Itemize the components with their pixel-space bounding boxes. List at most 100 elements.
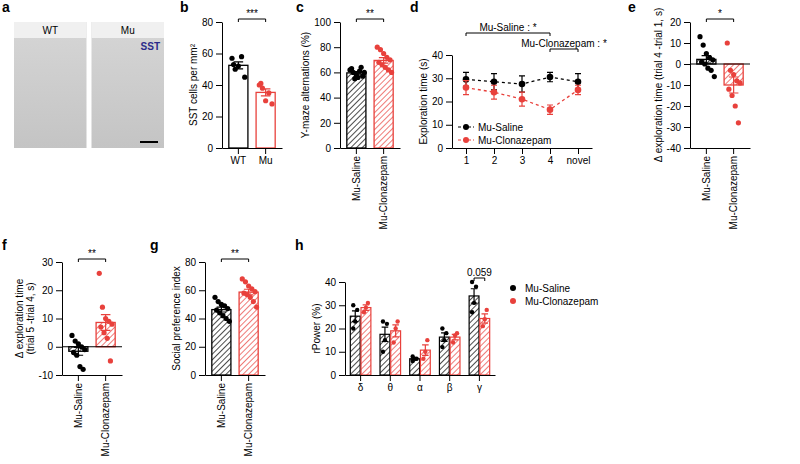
y-tick: 0 xyxy=(330,370,345,381)
zero-line xyxy=(62,346,122,347)
y-tick: 0 xyxy=(675,59,690,70)
y-tick-mark xyxy=(446,148,452,149)
x-tick: β xyxy=(447,375,453,393)
x-axis: WTMu xyxy=(223,148,283,166)
y-tick-label: -40 xyxy=(667,143,682,154)
y-axis-title: Y-maze alternations (%) xyxy=(300,32,311,138)
bar xyxy=(469,296,479,375)
legend-label: Mu-Saline xyxy=(525,283,570,294)
error-bar xyxy=(261,89,271,96)
x-tick-label: 4 xyxy=(548,155,554,166)
x-tick: 2 xyxy=(492,148,498,166)
y-axis: 010203040 xyxy=(432,50,453,154)
legend-label: Mu-Saline xyxy=(478,122,523,133)
x-tick-mark xyxy=(265,148,266,154)
x-axis: δθαβγ xyxy=(346,375,496,393)
legend-marker xyxy=(510,298,516,304)
significance-label: ** xyxy=(88,248,96,259)
y-tick: -10 xyxy=(39,370,62,381)
error-bar xyxy=(392,325,399,337)
y-tick-mark xyxy=(216,117,222,118)
error-bar xyxy=(352,311,359,322)
error-bar xyxy=(729,77,739,93)
error-bar xyxy=(519,92,525,106)
x-tick: γ xyxy=(477,375,482,393)
bar xyxy=(256,92,275,148)
x-tick-label: Mu-Clonazepam xyxy=(100,383,111,456)
y-tick: 20 xyxy=(432,96,452,107)
y-tick: -20 xyxy=(667,101,690,112)
significance-label: Mu-Saline : * xyxy=(479,22,536,33)
y-tick: 40 xyxy=(432,50,452,61)
x-tick: Mu-Clonazepam xyxy=(243,375,254,456)
x-tick-mark xyxy=(479,375,480,381)
y-tick-mark xyxy=(446,125,452,126)
micrograph xyxy=(14,22,87,148)
data-point xyxy=(395,319,399,323)
y-tick: 80 xyxy=(202,17,222,28)
data-point xyxy=(725,40,730,45)
y-tick: 20 xyxy=(325,323,345,334)
x-tick: WT xyxy=(231,148,247,166)
x-axis-line xyxy=(63,375,123,376)
data-point xyxy=(519,96,526,103)
data-point xyxy=(697,34,702,39)
y-tick-label: 40 xyxy=(432,50,444,61)
y-tick-mark xyxy=(684,22,690,23)
x-tick-mark xyxy=(356,148,357,154)
data-point xyxy=(389,70,394,75)
legend-marker xyxy=(510,285,516,291)
y-axis-title: Δ exploration time (trial 4 -trial 1, s) xyxy=(653,8,664,163)
x-tick-mark xyxy=(105,375,106,381)
x-tick-mark xyxy=(550,148,551,154)
y-tick-label: 20 xyxy=(185,341,197,352)
y-axis-line xyxy=(345,283,346,376)
data-point xyxy=(242,75,247,80)
error-bar xyxy=(463,81,469,95)
error-bar xyxy=(441,333,448,341)
y-tick-mark xyxy=(684,106,690,107)
data-point xyxy=(381,350,385,354)
figure: aWTMuSSTb020406080WTMuSST cells per mm²*… xyxy=(0,0,800,464)
data-point xyxy=(359,65,364,70)
data-point xyxy=(351,326,355,330)
data-point xyxy=(260,86,265,91)
y-tick: 30 xyxy=(325,300,345,311)
data-point xyxy=(481,324,485,328)
data-point xyxy=(470,310,474,314)
data-point xyxy=(239,54,244,59)
y-axis-line xyxy=(452,56,453,149)
plot-area xyxy=(697,34,743,125)
y-tick: -40 xyxy=(667,143,690,154)
bar xyxy=(480,319,490,375)
data-point xyxy=(491,78,498,85)
stain-label: SST xyxy=(141,41,160,52)
y-tick-label: 0 xyxy=(437,143,443,154)
data-point xyxy=(712,74,717,79)
y-tick-label: 80 xyxy=(202,17,214,28)
y-tick: 30 xyxy=(42,257,62,268)
x-tick-label: Mu-Saline xyxy=(701,156,712,201)
x-axis: Mu-SalineMu-Clonazepam xyxy=(206,375,266,456)
data-point xyxy=(421,357,425,361)
error-bar xyxy=(547,72,553,81)
y-tick: 0 xyxy=(190,370,205,381)
y-axis-title: Exploration time (s) xyxy=(418,58,429,144)
y-tick: 40 xyxy=(202,80,222,91)
y-axis: -100102030 xyxy=(39,257,63,381)
error-bar xyxy=(352,72,362,75)
y-tick: 20 xyxy=(202,111,222,122)
y-tick-mark xyxy=(334,123,340,124)
y-tick-label: 30 xyxy=(42,257,54,268)
y-axis-line xyxy=(222,23,223,149)
panel-letter: g xyxy=(150,237,159,253)
y-tick-label: 40 xyxy=(320,92,332,103)
y-tick: 80 xyxy=(185,257,205,268)
data-point xyxy=(108,358,113,363)
x-tick-label: δ xyxy=(358,382,364,393)
x-tick-mark xyxy=(522,148,523,154)
y-tick-label: 0 xyxy=(675,59,681,70)
bar xyxy=(347,73,366,148)
bar xyxy=(239,292,258,375)
y-tick-mark xyxy=(684,127,690,128)
